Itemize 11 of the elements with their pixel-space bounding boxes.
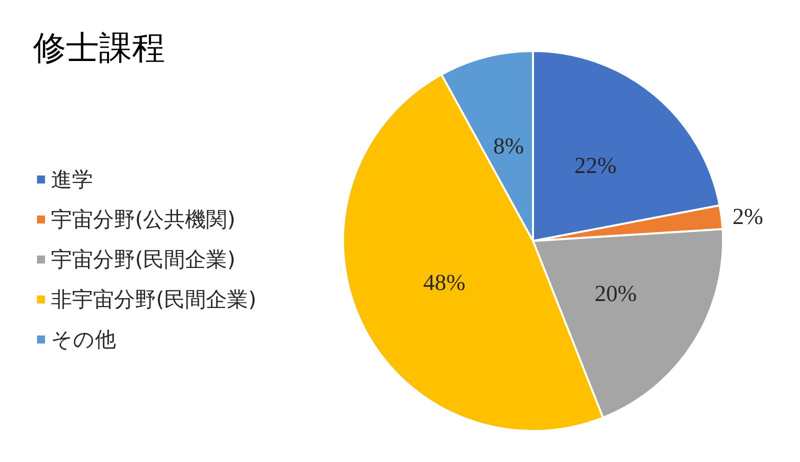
legend-label: 宇宙分野(公共機関) — [51, 208, 236, 232]
data-label: 2% — [732, 204, 764, 229]
legend-label: その他 — [51, 328, 116, 352]
data-label: 22% — [574, 152, 617, 178]
chart-title: 修士課程 — [33, 28, 165, 67]
legend-label: 進学 — [51, 168, 93, 192]
data-label: 20% — [594, 281, 637, 306]
legend-label: 宇宙分野(民間企業) — [51, 248, 236, 272]
data-label: 8% — [493, 134, 524, 159]
data-label: 48% — [423, 270, 466, 296]
legend-label: 非宇宙分野(民間企業) — [51, 288, 256, 312]
